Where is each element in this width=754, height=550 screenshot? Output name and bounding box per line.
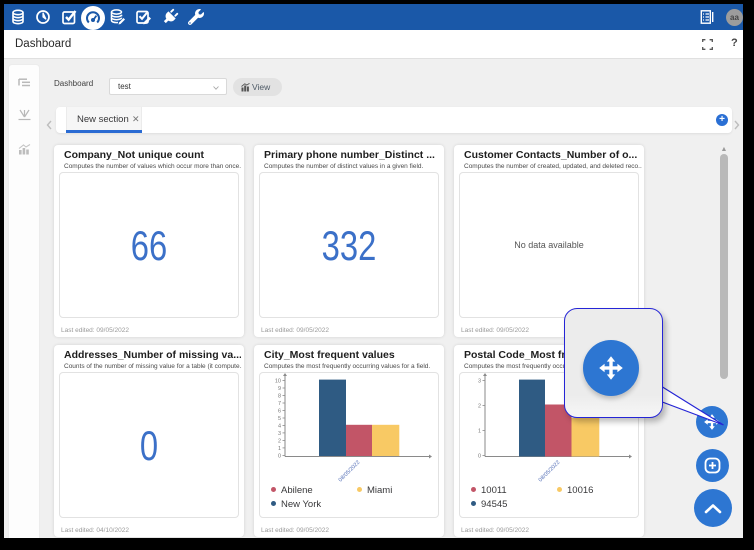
svg-text:08/05/2022: 08/05/2022 [538, 459, 562, 482]
svg-text:6: 6 [278, 408, 281, 414]
svg-text:8: 8 [278, 393, 281, 399]
svg-text:0: 0 [278, 453, 281, 459]
svg-text:4: 4 [278, 423, 281, 429]
svg-text:08/05/2022: 08/05/2022 [338, 459, 362, 482]
svg-text:3: 3 [278, 430, 281, 436]
svg-text:3: 3 [478, 378, 481, 384]
svg-text:1: 1 [278, 445, 281, 451]
svg-text:7: 7 [278, 401, 281, 407]
svg-text:1: 1 [478, 428, 481, 434]
svg-text:2: 2 [478, 403, 481, 409]
svg-text:9: 9 [278, 386, 281, 392]
svg-text:0: 0 [478, 453, 481, 459]
svg-text:5: 5 [278, 416, 281, 422]
svg-text:2: 2 [278, 438, 281, 444]
svg-text:10: 10 [275, 378, 281, 384]
